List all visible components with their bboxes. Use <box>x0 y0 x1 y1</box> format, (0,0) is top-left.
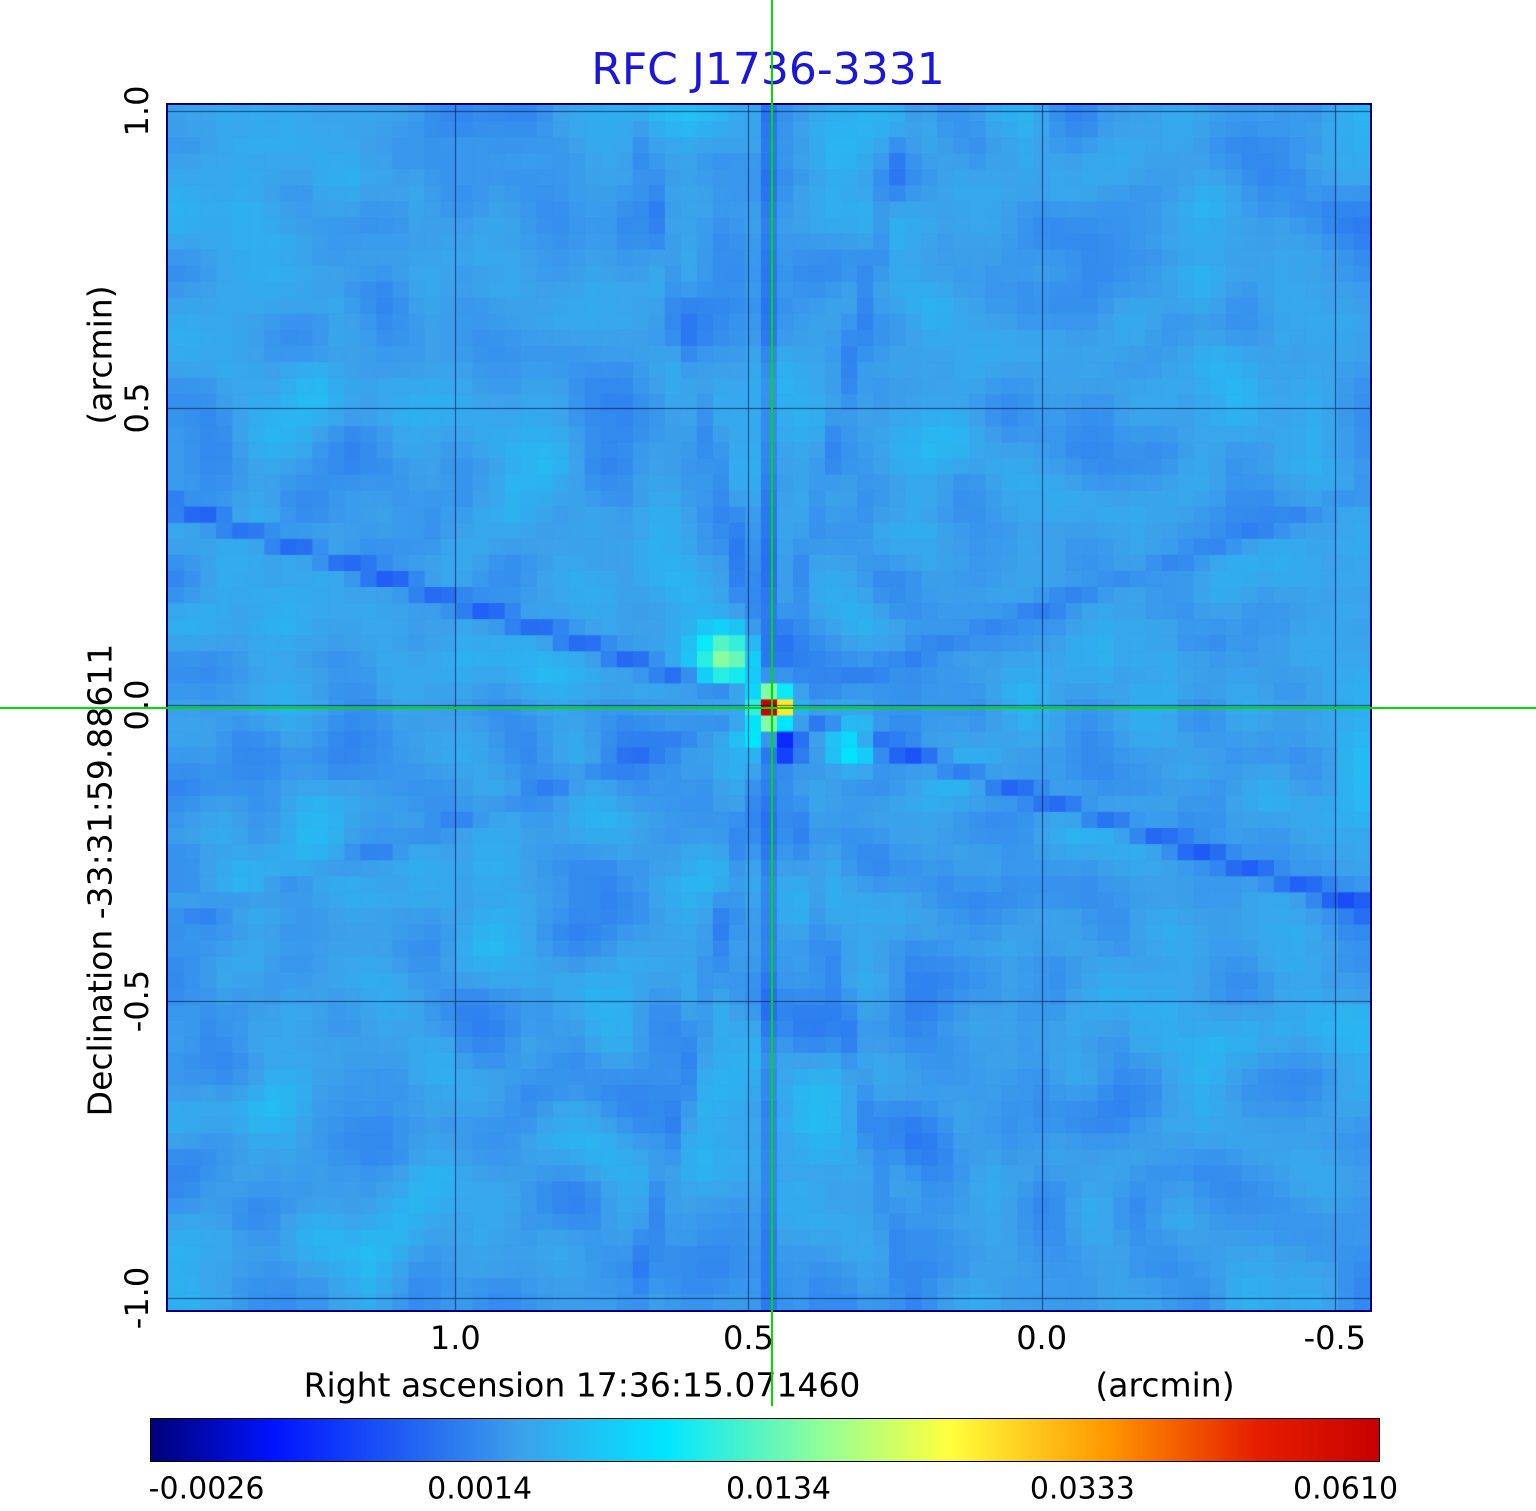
crosshair-vertical-line <box>770 0 773 1406</box>
y-axis-label: Declination -33:31:59.88611 <box>80 643 120 1117</box>
colorbar-tick-label: 0.0014 <box>427 1471 533 1507</box>
x-tick-label: 0.5 <box>723 1319 774 1357</box>
y-tick-label: -0.5 <box>118 970 156 1033</box>
colorbar-tick-label: 0.0134 <box>726 1471 832 1507</box>
colorbar-tick-label: 0.0610 <box>1293 1471 1399 1507</box>
colorbar-tick-label: 0.0333 <box>1029 1471 1135 1507</box>
y-tick-label: 1.0 <box>118 85 156 137</box>
chart-title: RFC J1736-3331 <box>591 44 945 95</box>
x-axis-label: Right ascension 17:36:15.071460 <box>303 1365 861 1405</box>
x-tick-label: 0.0 <box>1016 1319 1068 1357</box>
y-axis-unit-label: (arcmin) <box>80 285 120 425</box>
colorbar-tick-label: -0.0026 <box>148 1471 265 1507</box>
x-tick-label: -0.5 <box>1303 1319 1367 1357</box>
x-axis-unit-label: (arcmin) <box>1095 1365 1235 1405</box>
colorbar-gradient <box>150 1418 1380 1462</box>
y-tick-label: 0.0 <box>118 679 156 730</box>
x-tick-label: 1.0 <box>429 1319 481 1357</box>
crosshair-horizontal-line <box>0 706 1536 709</box>
y-tick-label: 0.5 <box>118 382 156 434</box>
y-tick-label: -1.0 <box>118 1266 156 1330</box>
